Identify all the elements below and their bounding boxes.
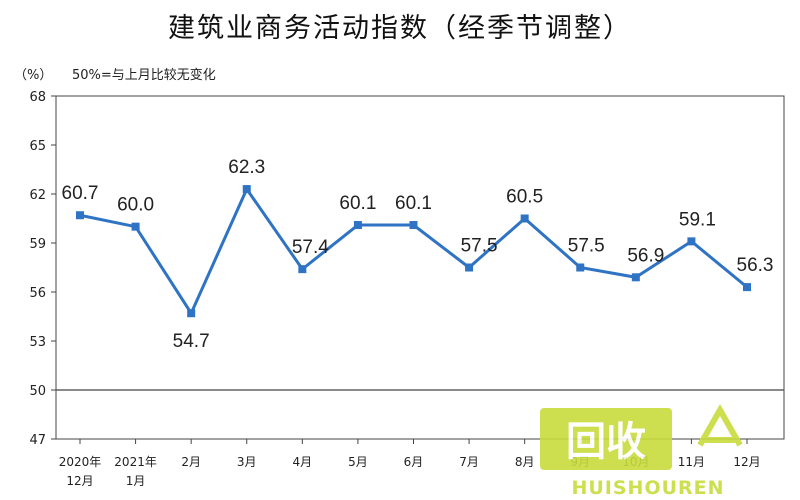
data-point: [298, 265, 307, 274]
x-tick-label: 2021年 1月: [114, 455, 157, 488]
data-point: [187, 309, 196, 318]
x-tick-label: 4月: [293, 455, 313, 469]
y-tick-label: 62: [29, 188, 46, 203]
x-tick-label: 7月: [459, 455, 479, 469]
data-label: 57.4: [292, 237, 329, 258]
x-tick-label: 11月: [678, 455, 705, 469]
svg-text:HUISHOUREN: HUISHOUREN: [571, 477, 724, 499]
svg-text:回收: 回收: [566, 419, 646, 465]
chart-title: 建筑业商务活动指数（经季节调整）: [168, 13, 632, 44]
x-tick-label: 3月: [237, 455, 257, 469]
data-point: [520, 214, 529, 223]
y-unit-label: （%）: [14, 68, 52, 83]
data-label: 59.1: [679, 209, 716, 230]
data-point: [131, 222, 140, 231]
data-label: 54.7: [173, 331, 210, 352]
x-tick-label: 2月: [181, 455, 201, 469]
data-point: [576, 263, 585, 272]
data-point: [409, 221, 418, 230]
plot-frame: [55, 95, 785, 440]
y-tick-label: 50: [29, 384, 46, 399]
data-point: [743, 283, 751, 292]
data-point: [242, 185, 251, 194]
y-tick-label: 59: [29, 237, 46, 252]
x-tick-label: 8月: [515, 455, 535, 469]
y-tick-label: 68: [29, 90, 46, 105]
x-tick-label: 2020年 12月: [59, 455, 102, 488]
data-label: 60.1: [339, 193, 376, 214]
data-label: 60.0: [117, 195, 154, 216]
data-point: [687, 237, 696, 246]
data-point: [76, 211, 84, 220]
x-tick-label: 5月: [348, 455, 368, 469]
y-tick-label: 53: [29, 335, 46, 350]
chart-note: 50%=与上月比较无变化: [72, 67, 216, 83]
data-label: 57.5: [568, 236, 605, 257]
y-tick-label: 56: [29, 286, 46, 301]
data-label: 60.7: [62, 183, 99, 204]
x-tick-label: 12月: [733, 455, 760, 469]
data-label: 60.1: [395, 193, 432, 214]
data-label: 57.5: [461, 236, 498, 257]
y-tick-label: 65: [29, 139, 46, 154]
x-tick-label: 6月: [404, 455, 424, 469]
data-label: 60.5: [506, 187, 543, 208]
data-label: 62.3: [228, 157, 265, 178]
watermark-logo: 回收 HUISHOUREN: [540, 403, 743, 499]
data-label: 56.9: [627, 245, 664, 266]
data-point: [465, 263, 474, 272]
data-label: 56.3: [737, 255, 774, 276]
data-point: [353, 221, 362, 230]
data-point: [631, 273, 640, 282]
y-tick-label: 47: [29, 433, 46, 448]
